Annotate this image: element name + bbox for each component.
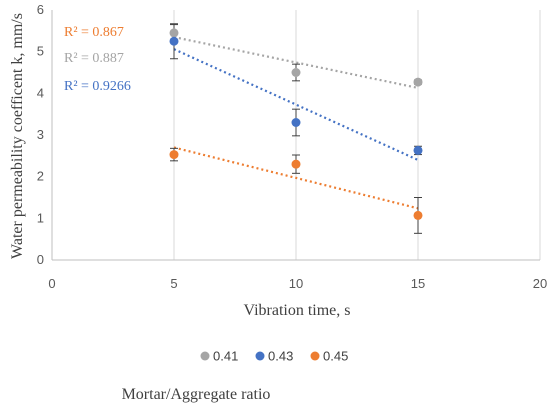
y-tick-label: 2	[37, 169, 44, 184]
legend-marker	[310, 351, 320, 361]
grid	[173, 10, 541, 260]
legend-label: 0.43	[268, 349, 293, 364]
trendlines	[173, 36, 419, 210]
data-points	[169, 28, 423, 220]
y-tick-label: 3	[37, 127, 44, 142]
legend-marker	[200, 351, 210, 361]
data-point-0.43	[169, 36, 179, 46]
y-tick-label: 5	[37, 44, 44, 59]
x-tick-label: 5	[170, 276, 177, 291]
x-tick-label: 15	[411, 276, 425, 291]
x-tick-label: 10	[289, 276, 303, 291]
tick-labels: 0 5 10 15 20 0 1 2 3 4 5 6	[37, 2, 547, 291]
data-point-0.45	[169, 150, 179, 160]
legend-entry-0.41: 0.41	[200, 349, 238, 364]
legend: 0.41 0.43 0.45	[200, 349, 348, 364]
data-point-0.43	[291, 118, 301, 127]
legend-entry-0.43: 0.43	[255, 349, 293, 364]
data-point-0.43	[413, 145, 423, 155]
legend-label: 0.41	[213, 349, 238, 364]
y-tick-label: 1	[37, 210, 44, 225]
legend-label: 0.45	[323, 349, 348, 364]
data-point-0.41	[169, 28, 179, 38]
r2-label-0.45: R² = 0.867	[64, 25, 124, 40]
y-tick-label: 0	[37, 252, 44, 267]
r2-labels: R² = 0.887 R² = 0.9266 R² = 0.867	[64, 25, 131, 94]
x-axis-title: Vibration time, s	[243, 302, 350, 319]
data-point-0.41	[413, 77, 423, 87]
y-tick-label: 4	[37, 85, 44, 100]
x-tick-label: 20	[533, 276, 547, 291]
trendline-0.45	[173, 146, 419, 210]
x-tick-label: 0	[48, 276, 55, 291]
data-point-0.45	[413, 210, 423, 220]
r2-label-0.41: R² = 0.887	[64, 51, 124, 66]
trendline-0.41	[173, 36, 419, 89]
r2-label-0.43: R² = 0.9266	[64, 79, 131, 94]
legend-marker	[255, 351, 265, 361]
legend-title: Mortar/Aggregate ratio	[122, 386, 271, 403]
y-tick-label: 6	[37, 2, 44, 17]
data-point-0.45	[291, 159, 301, 169]
data-point-0.41	[291, 68, 301, 77]
legend-entry-0.45: 0.45	[310, 349, 348, 364]
axes	[51, 10, 540, 261]
y-axis-title: Water permeability coefficent k, mm/s	[9, 13, 26, 259]
